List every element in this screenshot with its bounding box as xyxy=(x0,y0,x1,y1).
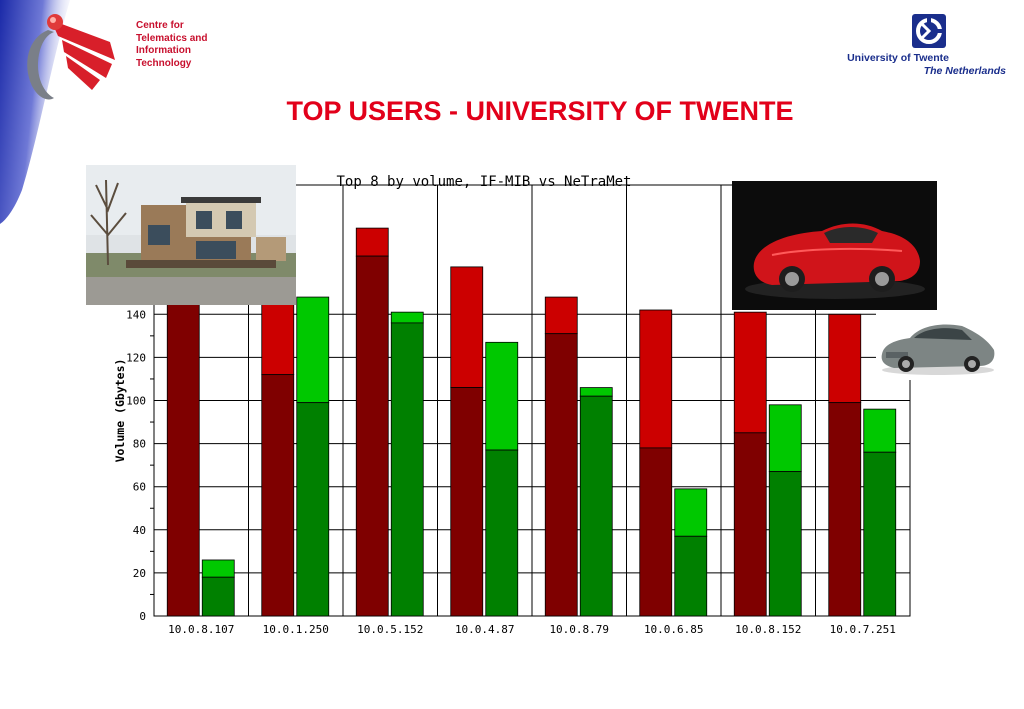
bar-lower-segment xyxy=(544,333,578,617)
y-tick-label: 20 xyxy=(133,567,146,580)
bar-lower-segment xyxy=(828,402,862,617)
y-tick-label: 120 xyxy=(126,351,146,364)
bar-lower-segment xyxy=(674,535,708,617)
ctit-line-4: Technology xyxy=(136,57,192,69)
y-tick-label: 60 xyxy=(133,481,146,494)
bar-lower-segment xyxy=(355,255,389,617)
bar-upper-segment xyxy=(485,341,519,451)
bar-upper-segment xyxy=(863,408,897,453)
bar-lower-segment xyxy=(485,449,519,617)
house-photo xyxy=(86,165,296,305)
y-tick-label: 80 xyxy=(133,438,146,451)
red-car-photo xyxy=(732,181,937,310)
y-tick-label: 0 xyxy=(139,610,146,623)
bar-upper-segment xyxy=(828,313,862,404)
y-tick-label: 140 xyxy=(126,308,146,321)
bar-upper-segment xyxy=(733,311,767,434)
ctit-logo xyxy=(27,14,115,100)
y-tick-label: 40 xyxy=(133,524,146,537)
bar-upper-segment xyxy=(450,266,484,388)
university-country: The Netherlands xyxy=(923,65,1006,77)
bar-lower-segment xyxy=(863,451,897,617)
slide-title: TOP USERS - UNIVERSITY OF TWENTE xyxy=(286,96,794,126)
bar-upper-segment xyxy=(390,311,424,324)
y-tick-label: 100 xyxy=(126,395,146,408)
ctit-line-2: Telematics and xyxy=(136,32,208,44)
bar-lower-segment xyxy=(579,395,613,617)
bar-lower-segment xyxy=(166,292,200,617)
bar-upper-segment xyxy=(579,387,613,397)
bar-lower-segment xyxy=(296,402,330,617)
x-tick-label: 10.0.4.87 xyxy=(455,623,515,636)
university-logo xyxy=(912,14,946,48)
bar-lower-segment xyxy=(733,432,767,617)
bar-lower-segment xyxy=(261,374,295,617)
bar-lower-segment xyxy=(450,387,484,617)
blue-swoosh-decoration xyxy=(0,0,70,224)
bar-upper-segment xyxy=(768,404,802,473)
x-tick-label: 10.0.5.152 xyxy=(357,623,423,636)
ctit-name: Centre for Telematics and Information Te… xyxy=(136,20,246,70)
grey-car-photo xyxy=(876,310,1000,380)
x-tick-label: 10.0.1.250 xyxy=(263,623,329,636)
x-tick-label: 10.0.8.107 xyxy=(168,623,234,636)
chart-title: Top 8 by volume, IF-MIB vs NeTraMet xyxy=(336,174,631,190)
bar-lower-segment xyxy=(639,447,673,617)
bar-upper-segment xyxy=(639,309,673,449)
university-name: University of Twente xyxy=(847,52,949,64)
bar-lower-segment xyxy=(768,471,802,617)
bar-lower-segment xyxy=(390,322,424,617)
bar-upper-segment xyxy=(296,296,330,404)
bar-upper-segment xyxy=(201,559,235,578)
bar-upper-segment xyxy=(544,296,578,335)
ctit-line-3: Information xyxy=(136,45,191,56)
x-tick-label: 10.0.8.152 xyxy=(735,623,801,636)
y-axis-label: Volume (Gbytes) xyxy=(113,359,127,463)
ctit-line-1: Centre for xyxy=(136,20,184,31)
bar-upper-segment xyxy=(674,488,708,537)
bar-upper-segment xyxy=(355,227,389,257)
x-tick-label: 10.0.7.251 xyxy=(830,623,896,636)
bar-lower-segment xyxy=(201,576,235,617)
x-tick-label: 10.0.6.85 xyxy=(644,623,704,636)
x-tick-label: 10.0.8.79 xyxy=(549,623,609,636)
